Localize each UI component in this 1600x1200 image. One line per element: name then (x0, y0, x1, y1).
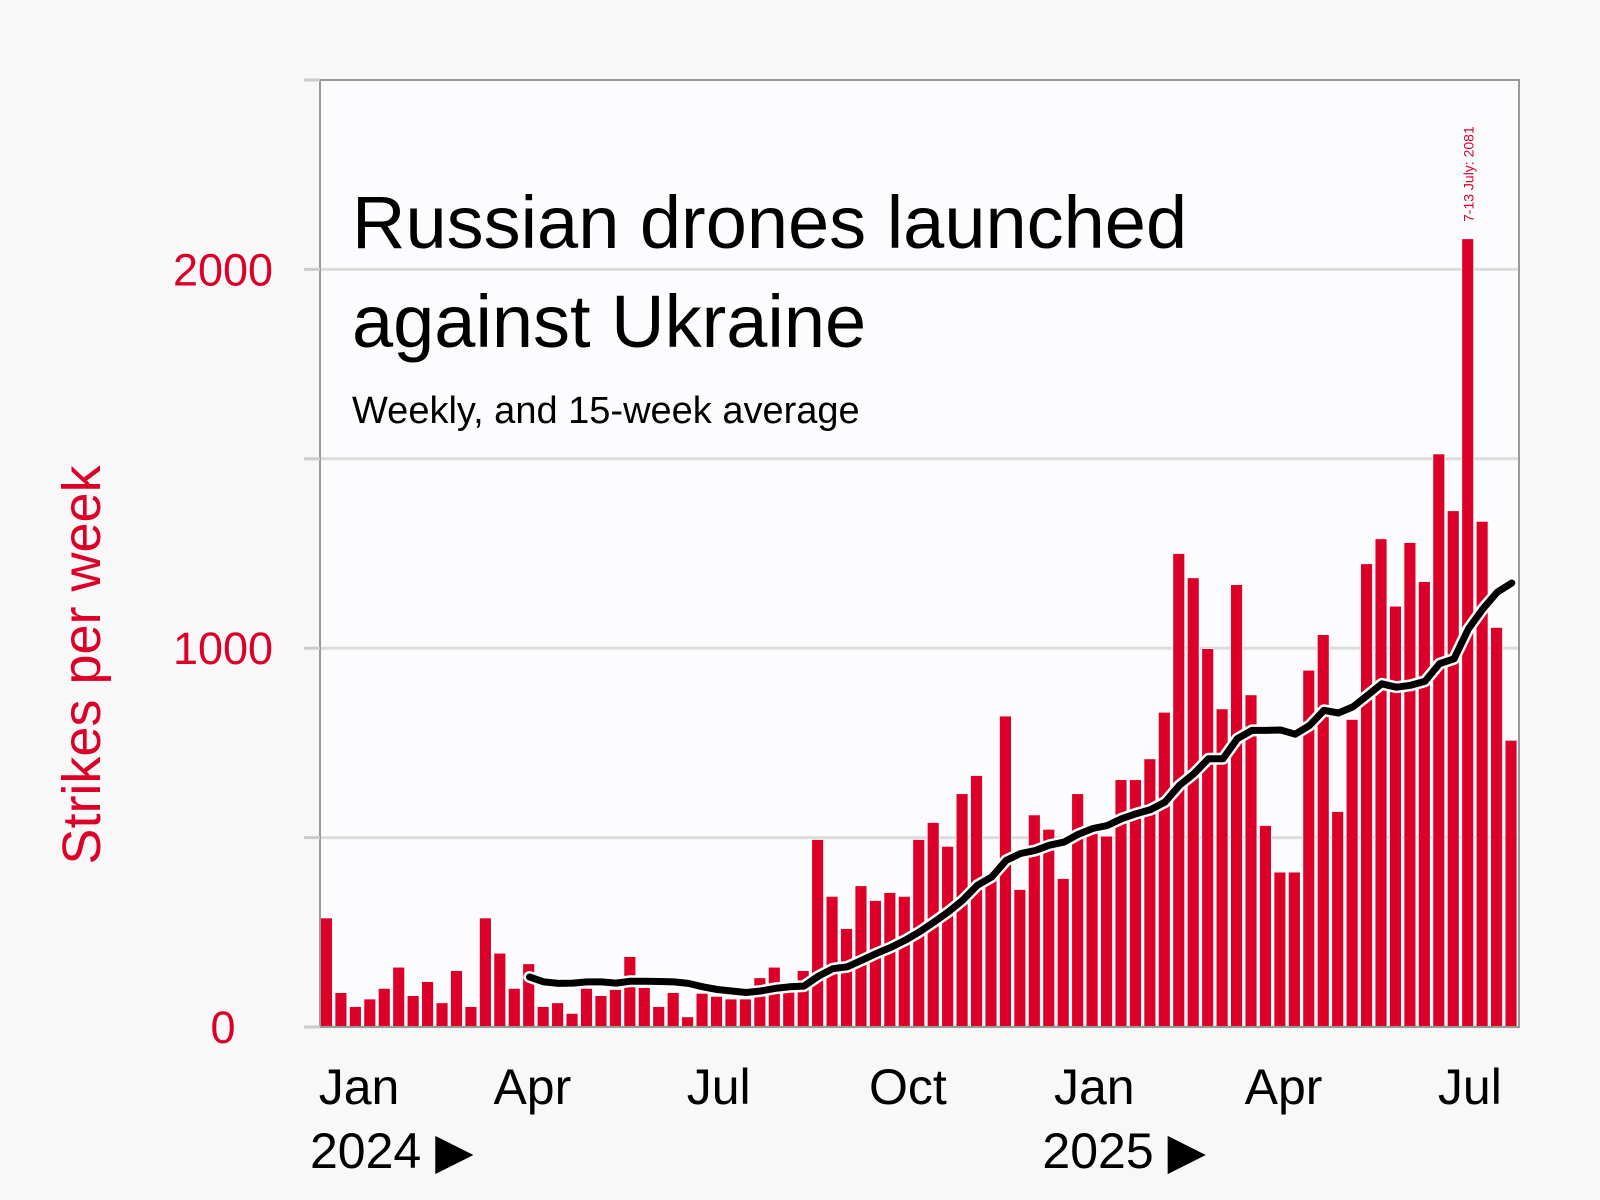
x-axis-labels: Jan Apr Jul Oct Jan Apr Jul 2024 ▶ 2025 ▶ (310, 1059, 1502, 1179)
bar (1504, 739, 1518, 1028)
bar (1490, 626, 1503, 1028)
bar (941, 845, 955, 1028)
x-tick-label: Oct (869, 1059, 947, 1115)
bar (580, 987, 593, 1028)
bar (450, 970, 463, 1028)
bar (1042, 828, 1056, 1028)
bar (739, 998, 752, 1028)
bar (1273, 871, 1287, 1028)
bar (1446, 510, 1460, 1028)
chart-title-line-2: against Ukraine (352, 280, 866, 363)
year-label: 2025 ▶ (1042, 1123, 1206, 1179)
bar (1201, 648, 1215, 1028)
x-tick-label: Jan (1054, 1059, 1135, 1115)
bar (1157, 711, 1171, 1028)
bar (883, 892, 897, 1028)
bar (1345, 719, 1359, 1028)
bar (464, 1006, 478, 1028)
bar (1316, 634, 1330, 1028)
average-line (526, 579, 1516, 996)
bar (1389, 605, 1402, 1028)
bar (1403, 542, 1417, 1028)
bar (1143, 758, 1157, 1028)
annotations: 7-13 July: 2081 (1460, 126, 1476, 222)
y-tick-label: 0 (210, 1002, 235, 1053)
y-tick-label: 2000 (173, 244, 273, 295)
bar (825, 895, 839, 1028)
bar (377, 987, 391, 1028)
x-tick-label: Apr (493, 1059, 571, 1115)
bar (348, 1006, 362, 1028)
bar (970, 775, 983, 1028)
bar (594, 995, 608, 1028)
bar (1432, 453, 1446, 1028)
bar (984, 875, 998, 1028)
bar (421, 981, 434, 1028)
y-axis-ticks: 0 1000 2000 (173, 78, 320, 1053)
bar (1230, 584, 1243, 1028)
bar (1360, 563, 1373, 1028)
bar (681, 1016, 694, 1028)
x-tick-label: Apr (1245, 1059, 1323, 1115)
bar (536, 1006, 550, 1028)
bar (435, 1002, 449, 1028)
bar (1013, 889, 1027, 1028)
chart-subtitle: Weekly, and 15-week average (352, 390, 860, 432)
plot-frame (319, 79, 1520, 1028)
x-tick-label: Jul (1438, 1059, 1502, 1115)
bar (1417, 581, 1431, 1028)
bar (334, 992, 348, 1028)
bar (320, 917, 333, 1028)
bar (767, 966, 781, 1028)
y-axis-title: Strikes per week (52, 464, 112, 864)
bar (565, 1012, 579, 1028)
bar (695, 992, 709, 1028)
bar (652, 1006, 666, 1028)
bar (551, 1002, 564, 1028)
bar (623, 956, 637, 1028)
chart-title: Russian drones launched (352, 181, 1187, 264)
bar (1287, 871, 1301, 1028)
year-label: 2024 ▶ (310, 1123, 474, 1179)
bar (724, 998, 738, 1028)
x-tick-label: Jul (687, 1059, 751, 1115)
bar (479, 917, 492, 1028)
bar (897, 895, 911, 1028)
bar (1085, 825, 1099, 1028)
bar (507, 987, 521, 1028)
bar (666, 992, 680, 1028)
bar (392, 966, 406, 1028)
bar (493, 952, 507, 1028)
annotation-label: 7-13 July: 2081 (1460, 126, 1476, 222)
bar (1259, 825, 1272, 1028)
bar (1100, 835, 1113, 1028)
bar (840, 928, 853, 1028)
bar (1186, 577, 1200, 1028)
bar (1056, 878, 1070, 1028)
bar (869, 900, 882, 1028)
x-tick-label: Jan (319, 1059, 400, 1115)
bar (1244, 694, 1258, 1028)
bar (710, 995, 723, 1028)
bar (363, 998, 377, 1028)
bar (637, 987, 651, 1028)
bar (811, 839, 825, 1028)
bar (1374, 538, 1388, 1028)
y-tick-label: 1000 (173, 623, 273, 674)
bar (406, 995, 420, 1028)
bar (1331, 811, 1345, 1028)
bar (609, 989, 622, 1028)
average-line-group (523, 577, 1518, 999)
